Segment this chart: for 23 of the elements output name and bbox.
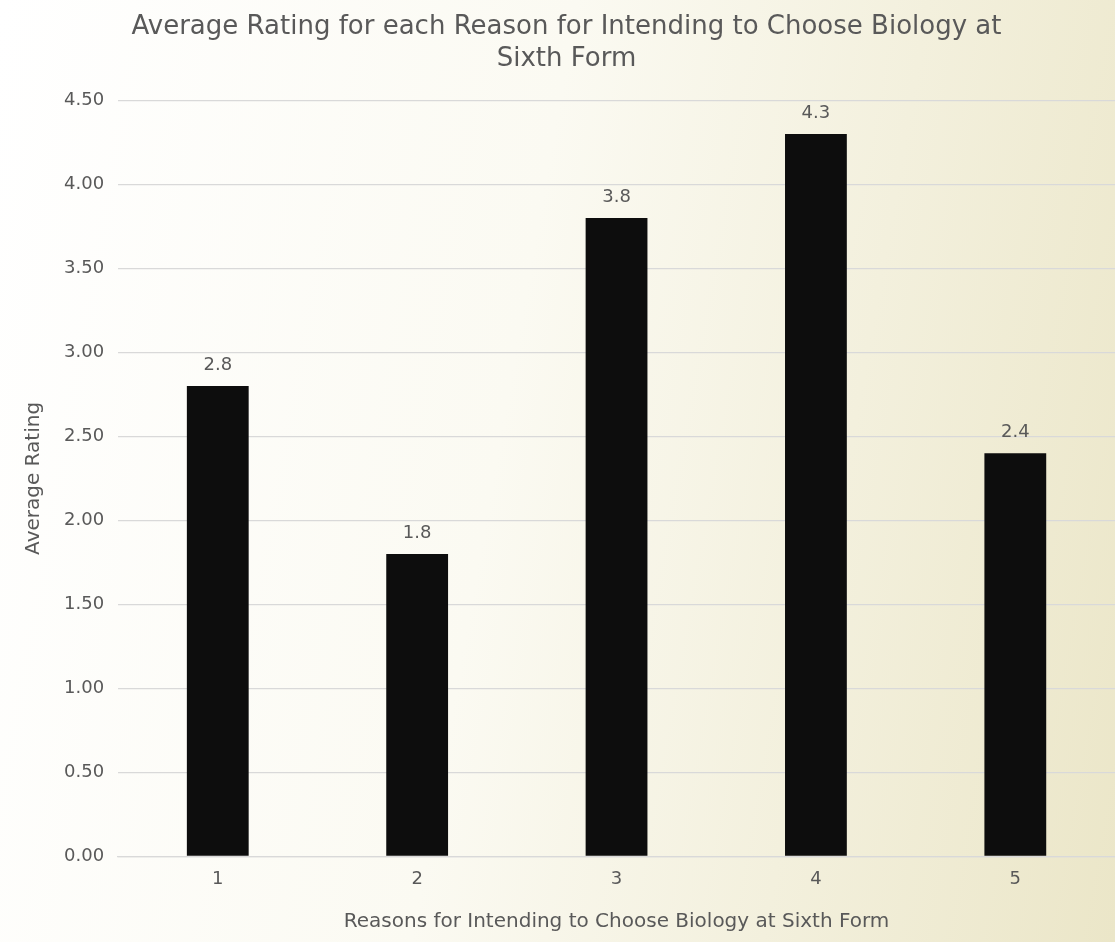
y-tick-label: 0.00 xyxy=(64,844,105,866)
x-tick-label: 5 xyxy=(1009,866,1022,888)
x-tick-label: 4 xyxy=(810,866,822,888)
y-tick-label: 3.50 xyxy=(64,256,105,278)
data-label: 3.8 xyxy=(602,184,631,206)
y-tick-label: 2.00 xyxy=(64,508,105,530)
y-tick-label: 3.00 xyxy=(64,340,105,362)
x-tick-label: 2 xyxy=(411,866,423,888)
x-axis-title: Reasons for Intending to Choose Biology at Sixth Form xyxy=(343,908,890,933)
y-axis-title: Average Rating xyxy=(20,401,45,555)
y-tick-label: 0.50 xyxy=(64,760,105,782)
y-tick-label: 1.50 xyxy=(64,592,105,614)
data-label: 2.8 xyxy=(203,352,233,374)
y-tick-label: 4.00 xyxy=(64,172,105,194)
chart-title: Average Rating for each Reason for Intending to Choose Biology at Sixth Form xyxy=(131,10,1002,72)
data-label: 1.8 xyxy=(402,520,432,542)
y-tick-label: 2.50 xyxy=(64,424,105,446)
data-label: 4.3 xyxy=(801,100,831,122)
x-tick-label: 3 xyxy=(610,866,623,888)
y-tick-label: 4.50 xyxy=(64,88,105,110)
x-tick-label: 1 xyxy=(212,866,224,888)
y-tick-label: 1.00 xyxy=(64,676,105,698)
data-label: 2.4 xyxy=(1000,419,1030,441)
